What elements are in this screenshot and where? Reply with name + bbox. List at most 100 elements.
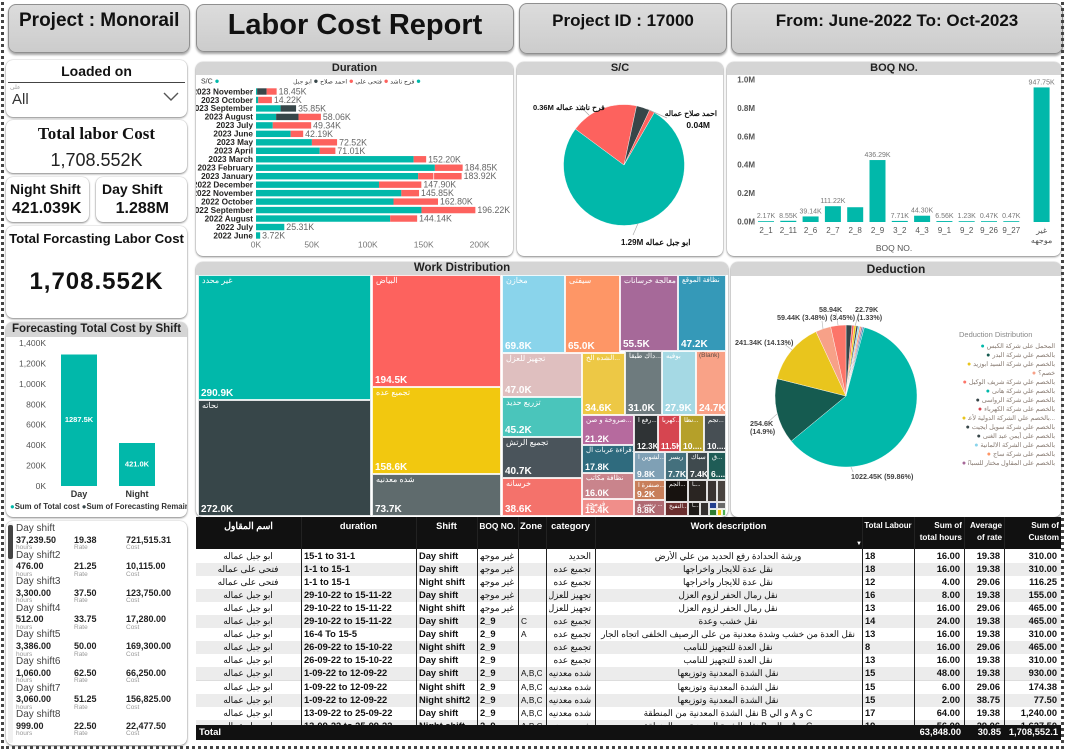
svg-text:0K: 0K (36, 481, 47, 491)
svg-text:2023 August: 2023 August (205, 113, 254, 122)
svg-text:2023 October: 2023 October (201, 96, 254, 105)
svg-text:1,000K: 1,000K (19, 379, 46, 389)
svg-text:254.6K: 254.6K (750, 419, 774, 428)
svg-text:Night: Night (126, 489, 149, 499)
svg-text:947.75K: 947.75K (1029, 79, 1055, 86)
svg-text:2022 June: 2022 June (213, 231, 253, 240)
svg-text:2023 May: 2023 May (217, 138, 254, 147)
svg-text:2023 September: 2023 September (196, 104, 254, 113)
svg-text:0K: 0K (251, 240, 262, 250)
svg-text:0.4M: 0.4M (737, 161, 755, 170)
svg-text:58.94K: 58.94K (819, 305, 843, 314)
svg-text:421.0K: 421.0K (125, 460, 150, 469)
svg-text:0.36M فرح ناشد عماله: 0.36M فرح ناشد عماله (533, 103, 605, 113)
svg-text:2022 October: 2022 October (201, 197, 254, 206)
svg-text:196.22K: 196.22K (477, 205, 510, 215)
svg-text:6.56K: 6.56K (935, 213, 954, 220)
svg-text:2023 January: 2023 January (201, 172, 253, 181)
svg-text:1022.45K (59.86%): 1022.45K (59.86%) (851, 472, 914, 481)
svg-text:184.85K: 184.85K (465, 163, 498, 173)
svg-text:7.71K: 7.71K (891, 213, 910, 220)
svg-text:(14.9%): (14.9%) (750, 427, 776, 436)
svg-text:1287.5K: 1287.5K (65, 415, 94, 424)
svg-text:183.92K: 183.92K (464, 171, 497, 181)
svg-text:2_11: 2_11 (780, 226, 798, 235)
svg-text:49.34K: 49.34K (313, 120, 341, 130)
svg-text:18.45K: 18.45K (279, 87, 307, 97)
svg-text:111.22K: 111.22K (820, 198, 845, 205)
svg-text:2022 September: 2022 September (196, 206, 254, 215)
svg-text:1.0M: 1.0M (737, 76, 755, 85)
svg-text:14.22K: 14.22K (274, 95, 302, 105)
svg-text:فرح ناشد ● فتحى على ● احمد صلا: فرح ناشد ● فتحى على ● احمد صلاح ● ابو جب… (293, 77, 421, 86)
svg-text:0.47K: 0.47K (980, 213, 999, 220)
svg-text:1.23K: 1.23K (958, 213, 977, 220)
svg-text:1.29M ابو جبل عماله: 1.29M ابو جبل عماله (621, 238, 690, 248)
svg-text:9_26: 9_26 (980, 226, 998, 235)
svg-text:3.72K: 3.72K (262, 230, 285, 240)
svg-text:600K: 600K (26, 420, 46, 430)
svg-text:2.17K: 2.17K (757, 213, 776, 220)
svg-text:2023 July: 2023 July (216, 121, 253, 130)
svg-text:موجهه: موجهه (1031, 236, 1052, 245)
svg-text:BOQ NO.: BOQ NO. (876, 243, 912, 253)
svg-text:2_7: 2_7 (826, 226, 840, 235)
svg-text:25.31K: 25.31K (286, 222, 314, 232)
svg-text:150K: 150K (414, 240, 434, 250)
svg-text:2023 April: 2023 April (214, 147, 253, 156)
svg-text:152.20K: 152.20K (428, 154, 461, 164)
svg-text:145.85K: 145.85K (421, 188, 454, 198)
svg-text:2_1: 2_1 (759, 226, 773, 235)
svg-text:50K: 50K (304, 240, 319, 250)
svg-text:2023 February: 2023 February (197, 164, 253, 173)
svg-text:4_3: 4_3 (915, 226, 929, 235)
svg-text:2_8: 2_8 (849, 226, 863, 235)
svg-text:72.52K: 72.52K (339, 137, 367, 147)
svg-text:0.6M: 0.6M (737, 132, 755, 141)
svg-text:44.30K: 44.30K (911, 208, 934, 215)
svg-text:2023 March: 2023 March (208, 155, 253, 164)
svg-text:(1.33%): (1.33%) (857, 313, 883, 322)
svg-text:احمد صلاح عماله: احمد صلاح عماله (665, 109, 717, 119)
svg-text:0.04M: 0.04M (686, 120, 710, 130)
svg-text:35.85K: 35.85K (298, 103, 326, 113)
svg-text:241.34K (14.13%): 241.34K (14.13%) (735, 338, 794, 347)
svg-text:0.0M: 0.0M (737, 218, 755, 227)
svg-text:71.01K: 71.01K (337, 146, 365, 156)
svg-text:2022 August: 2022 August (205, 214, 254, 223)
svg-text:9_27: 9_27 (1002, 226, 1020, 235)
svg-text:2022 November: 2022 November (196, 189, 254, 198)
svg-text:400K: 400K (26, 440, 46, 450)
svg-text:2023 June: 2023 June (213, 130, 253, 139)
svg-text:9_2: 9_2 (960, 226, 974, 235)
svg-text:1,200K: 1,200K (19, 358, 46, 368)
svg-text:2_6: 2_6 (804, 226, 818, 235)
svg-text:8.55K: 8.55K (779, 213, 798, 220)
svg-text:2_9: 2_9 (871, 226, 885, 235)
svg-text:(3.45%): (3.45%) (830, 313, 856, 322)
svg-text:Day: Day (71, 489, 88, 499)
svg-text:22.79K: 22.79K (855, 305, 879, 314)
svg-text:42.19K: 42.19K (305, 129, 333, 139)
svg-text:39.14K: 39.14K (800, 208, 823, 215)
svg-text:100K: 100K (358, 240, 378, 250)
svg-text:436.29K: 436.29K (864, 152, 890, 159)
svg-text:200K: 200K (470, 240, 490, 250)
svg-text:1,400K: 1,400K (19, 338, 46, 348)
svg-text:●Sum of Total cost ●Sum of For: ●Sum of Total cost ●Sum of Forecasting R… (10, 502, 187, 511)
svg-text:800K: 800K (26, 399, 46, 409)
svg-text:2022 July: 2022 July (216, 223, 253, 232)
svg-text:144.14K: 144.14K (419, 214, 452, 224)
svg-text:0.8M: 0.8M (737, 104, 755, 113)
svg-text:0.47K: 0.47K (1002, 213, 1021, 220)
svg-text:162.80K: 162.80K (440, 197, 473, 207)
svg-text:58.06K: 58.06K (323, 112, 351, 122)
svg-text:147.90K: 147.90K (423, 180, 456, 190)
svg-text:S/C ●: S/C ● (201, 77, 220, 86)
svg-text:0.2M: 0.2M (737, 189, 755, 198)
svg-text:59.44K (3.48%): 59.44K (3.48%) (777, 313, 828, 322)
svg-text:2022 December: 2022 December (196, 180, 254, 189)
svg-text:2023 November: 2023 November (196, 87, 254, 96)
svg-text:9_1: 9_1 (938, 226, 952, 235)
svg-text:غير: غير (1035, 226, 1047, 235)
